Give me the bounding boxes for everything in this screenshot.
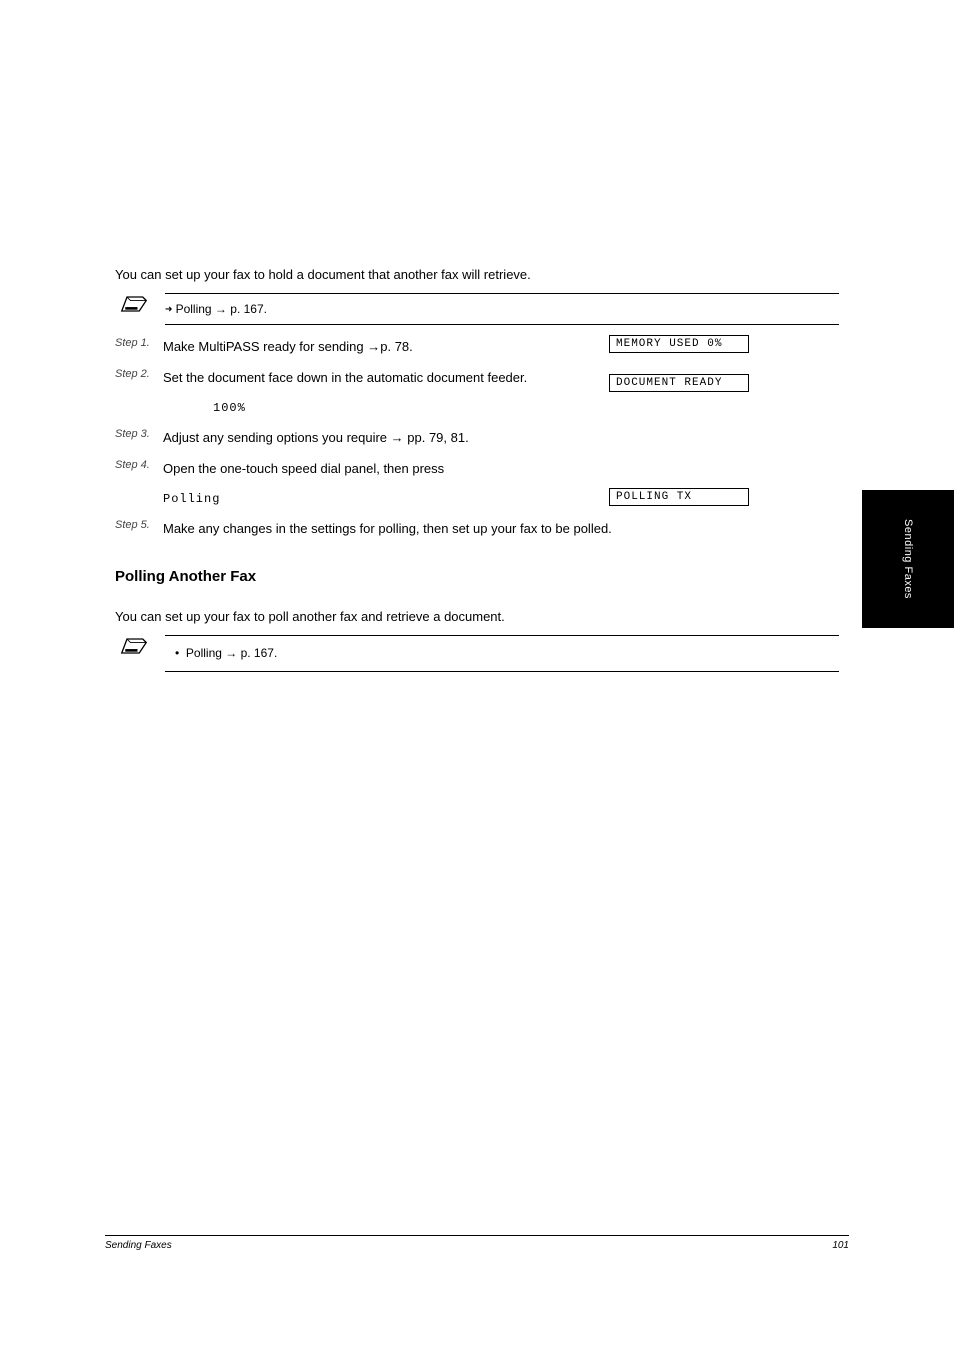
display-memory-used: MEMORY USED 0% [609, 335, 749, 353]
note-icon [120, 293, 148, 320]
step-3-text: Adjust any sending options you require →… [163, 430, 469, 445]
step-2-text: Set the document face down in the automa… [163, 370, 527, 385]
side-tab-label: Sending Faxes [902, 519, 914, 599]
step-1-label: Step 1. [115, 337, 163, 349]
page-footer: Sending Faxes 101 [105, 1235, 849, 1251]
mono-value: 100% [163, 399, 839, 418]
page-content: You can set up your fax to hold a docume… [115, 50, 839, 672]
mono-row: 100% [115, 399, 839, 418]
display-document-ready: DOCUMENT READY [609, 374, 749, 392]
note1-text: Polling → p. 167. [176, 302, 267, 316]
step-5-label: Step 5. [115, 519, 163, 531]
footer-right: 101 [832, 1240, 849, 1251]
step-4: Step 4. Open the one-touch speed dial pa… [115, 459, 839, 480]
note-line-2: • Polling → p. 167. [165, 635, 839, 672]
note2-text: Polling → p. 167. [186, 646, 277, 660]
section-heading: Polling Another Fax [115, 568, 839, 585]
step-3-body: Adjust any sending options you require →… [163, 428, 839, 449]
step-2-label: Step 2. [115, 368, 163, 380]
step-5-text: Make any changes in the settings for pol… [163, 521, 612, 536]
step-2: Step 2. Set the document face down in th… [115, 368, 839, 389]
step-5-body: Make any changes in the settings for pol… [163, 519, 839, 540]
step-5: Step 5. Make any changes in the settings… [115, 519, 839, 540]
footer-left: Sending Faxes [105, 1240, 172, 1251]
note2-bullet: • [175, 646, 179, 660]
note-line-1: ➜ Polling → p. 167. [165, 293, 839, 325]
intro-text: You can set up your fax to hold a docume… [115, 265, 839, 285]
step-4-body: Open the one-touch speed dial panel, the… [163, 459, 839, 480]
display-polling-tx: POLLING TX [609, 488, 749, 506]
section-intro: You can set up your fax to poll another … [115, 607, 839, 627]
step-1: Step 1. Make MultiPASS ready for sending… [115, 337, 839, 358]
side-tab: Sending Faxes [862, 490, 954, 628]
polling-row: Polling POLLING TX [115, 490, 839, 509]
step-4-label: Step 4. [115, 459, 163, 471]
step-3: Step 3. Adjust any sending options you r… [115, 428, 839, 449]
note-block-2: • Polling → p. 167. [115, 635, 839, 672]
note-block-1: ➜ Polling → p. 167. [115, 293, 839, 325]
note-icon-2 [120, 635, 148, 662]
step-3-label: Step 3. [115, 428, 163, 440]
step-4-text: Open the one-touch speed dial panel, the… [163, 461, 444, 476]
step-1-text: Make MultiPASS ready for sending →p. 78. [163, 339, 413, 354]
